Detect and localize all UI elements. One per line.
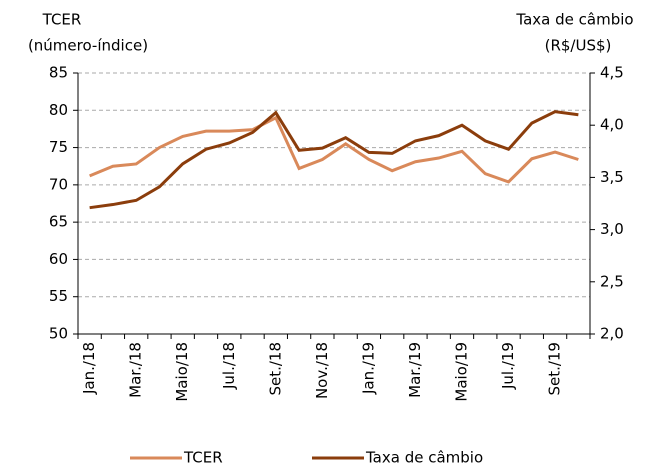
series-line [89, 115, 579, 184]
y2-tick-label: 2,0 [600, 325, 624, 343]
legend-label: Taxa de câmbio [365, 449, 483, 467]
y-tick-label: 65 [49, 213, 68, 231]
x-tick-label: Jul./19 [499, 342, 517, 390]
y-tick-label: 85 [49, 64, 68, 82]
x-tick-label: Maio/18 [173, 342, 191, 402]
x-tick-label: Jul./18 [220, 342, 238, 390]
y-tick-label: 55 [49, 287, 68, 305]
series-line [89, 110, 579, 210]
y2-tick-label: 3,0 [600, 220, 624, 238]
x-tick-label: Jan./18 [80, 342, 98, 395]
y-tick-label: 50 [49, 325, 68, 343]
y2-axis-title: Taxa de câmbio [515, 11, 633, 29]
x-tick-label: Jan./19 [359, 342, 377, 395]
x-tick-label: Maio/19 [453, 342, 471, 402]
y-axis-title: (número-índice) [28, 37, 148, 55]
x-tick-label: Mar./19 [406, 342, 424, 398]
y-tick-label: 80 [49, 101, 68, 119]
legend-label: TCER [183, 449, 223, 467]
x-tick-label: Mar./18 [127, 342, 145, 398]
y2-axis-title: (R$/US$) [545, 37, 612, 55]
y2-tick-label: 2,5 [600, 272, 624, 290]
y2-tick-label: 4,5 [600, 64, 624, 82]
y-tick-label: 75 [49, 138, 68, 156]
y-tick-label: 60 [49, 250, 68, 268]
x-tick-label: Set./19 [546, 342, 564, 396]
x-tick-label: Nov./18 [313, 342, 331, 399]
x-tick-label: Set./18 [266, 342, 284, 396]
y2-tick-label: 4,0 [600, 116, 624, 134]
y2-tick-label: 3,5 [600, 168, 624, 186]
y-axis-title: TCER [42, 11, 82, 29]
y-tick-label: 70 [49, 175, 68, 193]
